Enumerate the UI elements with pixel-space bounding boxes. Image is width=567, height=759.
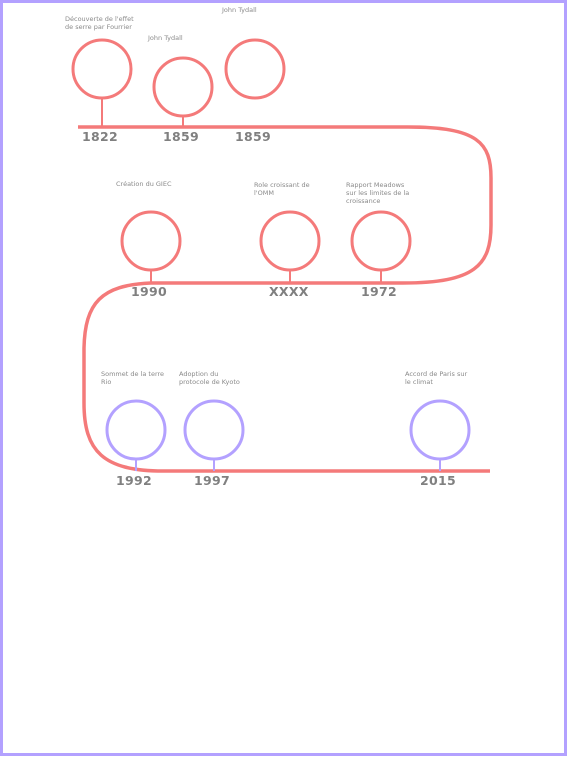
- milestone-year-1859-a: 1859: [163, 129, 199, 144]
- milestone-year-1997: 1997: [194, 473, 230, 488]
- milestone-1859-b: [226, 40, 284, 98]
- milestone-year-1859-b: 1859: [235, 129, 271, 144]
- milestone-circle: [185, 401, 243, 459]
- milestone-caption-xxxx: Role croissant de l'OMM: [254, 181, 310, 197]
- milestone-circle: [73, 40, 131, 98]
- milestone-circle: [154, 58, 212, 116]
- milestone-year-xxxx: XXXX: [269, 284, 309, 299]
- milestone-caption-1822: Découverte de l'effet de serre par Fourr…: [65, 15, 134, 31]
- milestone-1990: [122, 212, 180, 283]
- milestone-1992: [107, 401, 165, 471]
- milestone-caption-1990: Création du GIEC: [116, 180, 171, 188]
- milestone-circle: [352, 212, 410, 270]
- milestone-1859-a: [154, 58, 212, 127]
- milestone-caption-1992: Sommet de la terre Rio: [101, 370, 164, 386]
- milestone-circle: [411, 401, 469, 459]
- milestone-year-1972: 1972: [361, 284, 397, 299]
- timeline-diagram: [3, 3, 567, 759]
- milestone-caption-1972: Rapport Meadows sur les limites de la cr…: [346, 181, 409, 205]
- milestone-circle: [226, 40, 284, 98]
- milestone-caption-1859-b: John Tydall: [222, 6, 257, 14]
- milestone-caption-1859-a: John Tydall: [148, 34, 183, 42]
- milestone-2015: [411, 401, 469, 471]
- milestone-caption-2015: Accord de Paris sur le climat: [405, 370, 467, 386]
- milestone-year-2015: 2015: [420, 473, 456, 488]
- milestone-year-1992: 1992: [116, 473, 152, 488]
- milestone-circle: [122, 212, 180, 270]
- milestone-circle: [261, 212, 319, 270]
- milestone-1972: [352, 212, 410, 283]
- milestone-caption-1997: Adoption du protocole de Kyoto: [179, 370, 240, 386]
- milestone-year-1822: 1822: [82, 129, 118, 144]
- milestone-circle: [107, 401, 165, 459]
- milestone-1997: [185, 401, 243, 471]
- milestone-year-1990: 1990: [131, 284, 167, 299]
- milestone-1822: [73, 40, 131, 127]
- milestone-xxxx: [261, 212, 319, 283]
